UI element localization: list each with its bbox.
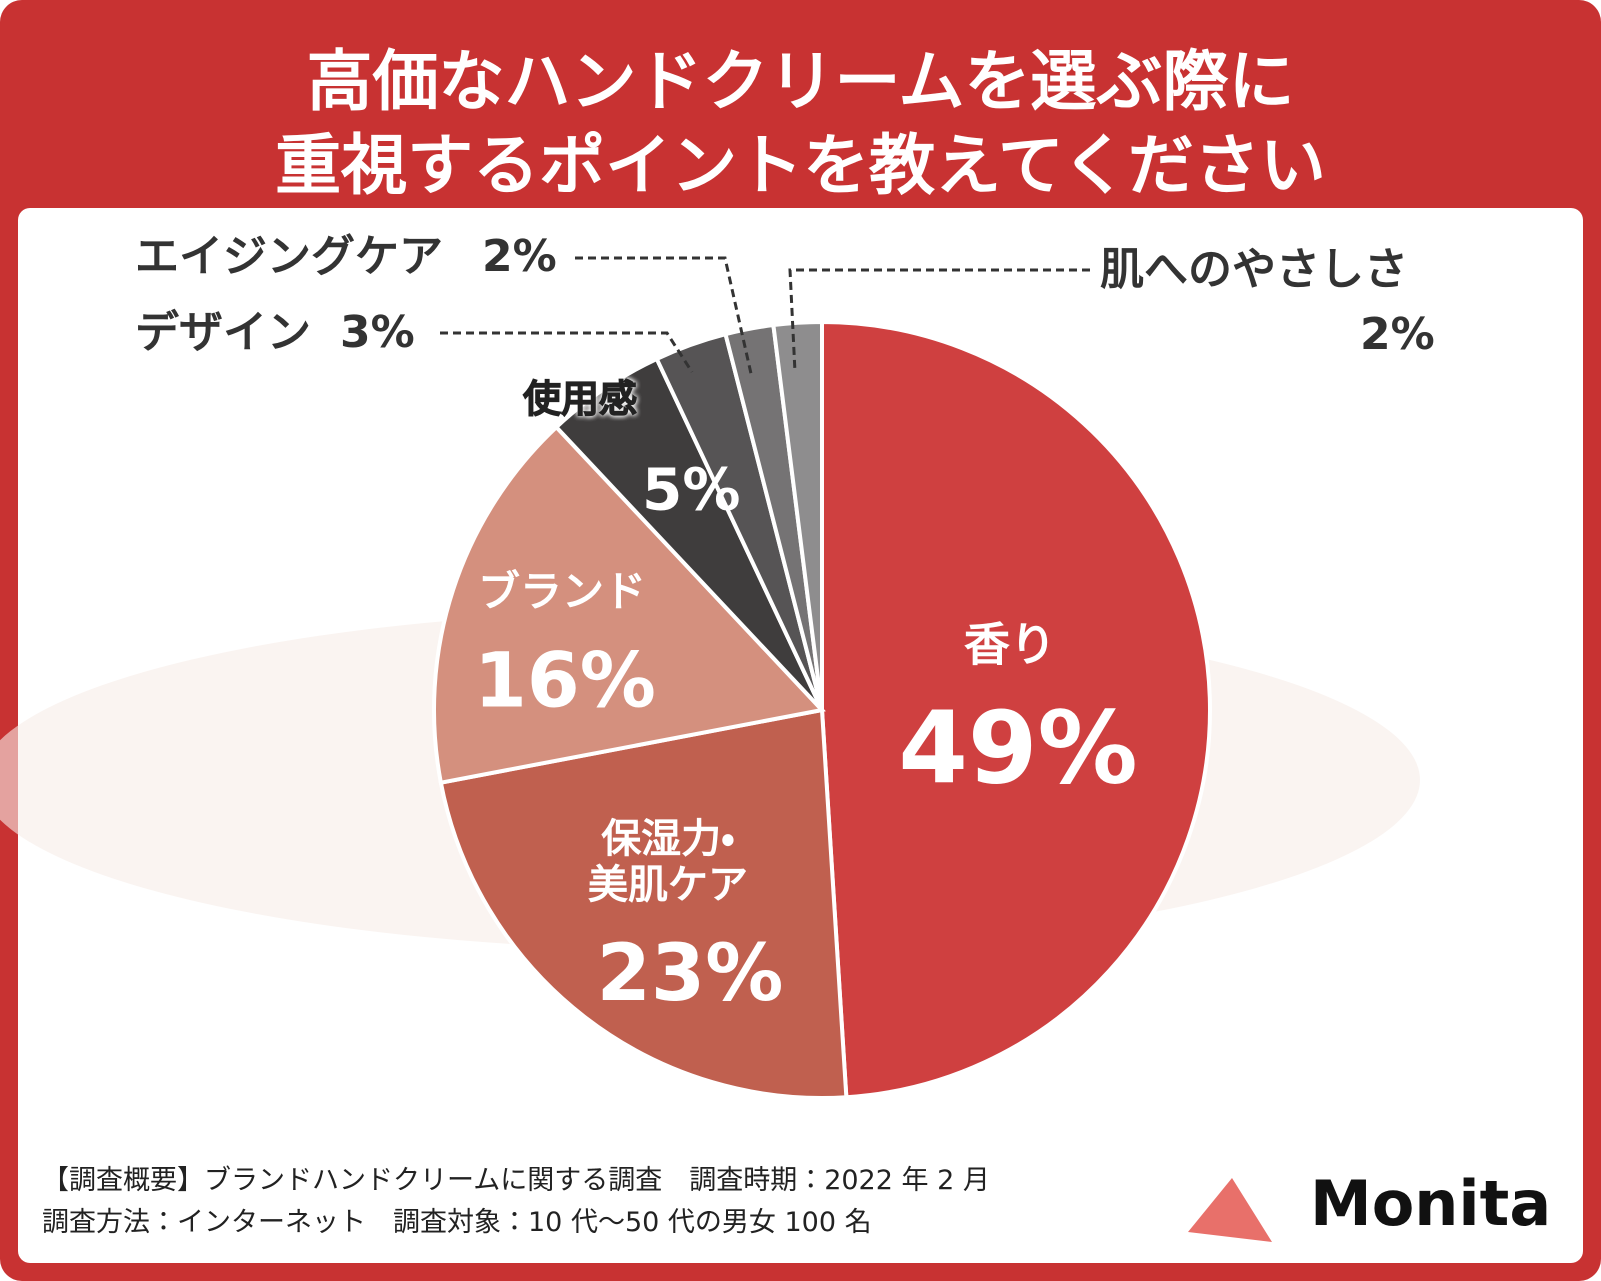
value-label: 49%: [898, 689, 1138, 807]
value-label: 3%: [340, 307, 415, 358]
pie-slice: [771, 319, 824, 711]
value-label: 16%: [474, 635, 656, 725]
logo-text: Monita: [1310, 1167, 1551, 1240]
slice-label: 香り: [964, 617, 1056, 672]
logo-mark: [1188, 1178, 1272, 1242]
value-label: 2%: [1360, 309, 1435, 360]
value-label: 5%: [642, 456, 740, 524]
title-line: 高価なハンドクリームを選ぶ際に: [306, 43, 1295, 120]
footer-line: 【調査概要】ブランドハンドクリームに関する調査 調査時期：2022 年 2 月: [42, 1165, 990, 1196]
slice-label: 使用感: [522, 377, 638, 422]
slice-label: 肌へのやさしさ: [1100, 244, 1408, 295]
pie-slice: [432, 424, 826, 786]
title-line: 重視するポイントを教えてください: [275, 127, 1326, 204]
footer-line: 調査方法：インターネット 調査対象：10 代〜50 代の男女 100 名: [42, 1207, 872, 1238]
leaders: [440, 256, 1090, 379]
slice-label: エイジングケア: [135, 231, 443, 282]
leader-line: [788, 268, 1090, 373]
slice-label: デザイン: [135, 307, 311, 358]
leader-line: [440, 331, 694, 373]
pie: [432, 319, 1212, 1100]
pie-slice: [820, 319, 1212, 1100]
slice-label: 保湿力・美肌ケア: [588, 816, 748, 908]
value-label: 23%: [596, 929, 784, 1020]
pie-slice: [438, 707, 849, 1100]
value-label: 2%: [482, 231, 557, 282]
slice-label: ブランド: [477, 566, 647, 616]
leader-line: [575, 256, 754, 379]
